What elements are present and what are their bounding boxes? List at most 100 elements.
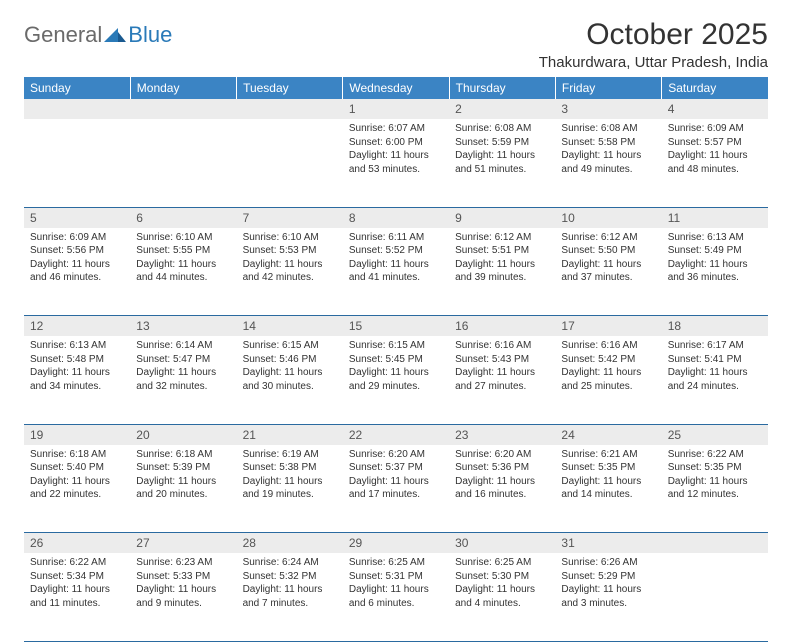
week-body-row: Sunrise: 6:18 AMSunset: 5:40 PMDaylight:… (24, 445, 768, 533)
day-cell: Sunrise: 6:15 AMSunset: 5:46 PMDaylight:… (237, 336, 343, 424)
weekday-header: Monday (130, 77, 236, 99)
daylight-text: Daylight: 11 hours and 24 minutes. (668, 366, 762, 393)
daylight-text: Daylight: 11 hours and 48 minutes. (668, 149, 762, 176)
sunset-text: Sunset: 5:58 PM (561, 136, 655, 150)
day-number: 10 (555, 207, 661, 228)
daylight-text: Daylight: 11 hours and 39 minutes. (455, 258, 549, 285)
weekday-header: Thursday (449, 77, 555, 99)
day-number: 7 (237, 207, 343, 228)
day-cell: Sunrise: 6:20 AMSunset: 5:37 PMDaylight:… (343, 445, 449, 533)
day-cell: Sunrise: 6:13 AMSunset: 5:48 PMDaylight:… (24, 336, 130, 424)
header: General Blue October 2025 Thakurdwara, U… (24, 18, 768, 71)
daylight-text: Daylight: 11 hours and 32 minutes. (136, 366, 230, 393)
day-cell (130, 119, 236, 207)
daylight-text: Daylight: 11 hours and 19 minutes. (243, 475, 337, 502)
sunrise-text: Sunrise: 6:20 AM (349, 448, 443, 462)
sunset-text: Sunset: 5:40 PM (30, 461, 124, 475)
daylight-text: Daylight: 11 hours and 30 minutes. (243, 366, 337, 393)
day-number: 14 (237, 316, 343, 337)
daylight-text: Daylight: 11 hours and 22 minutes. (30, 475, 124, 502)
sunset-text: Sunset: 5:32 PM (243, 570, 337, 584)
weekday-header: Saturday (662, 77, 768, 99)
sunrise-text: Sunrise: 6:18 AM (136, 448, 230, 462)
daylight-text: Daylight: 11 hours and 44 minutes. (136, 258, 230, 285)
day-cell: Sunrise: 6:13 AMSunset: 5:49 PMDaylight:… (662, 228, 768, 316)
daylight-text: Daylight: 11 hours and 27 minutes. (455, 366, 549, 393)
daylight-text: Daylight: 11 hours and 3 minutes. (561, 583, 655, 610)
sunrise-text: Sunrise: 6:23 AM (136, 556, 230, 570)
logo-text-general: General (24, 22, 102, 48)
day-number: 16 (449, 316, 555, 337)
logo: General Blue (24, 18, 172, 48)
day-cell: Sunrise: 6:23 AMSunset: 5:33 PMDaylight:… (130, 553, 236, 641)
day-number (237, 99, 343, 119)
sunset-text: Sunset: 5:51 PM (455, 244, 549, 258)
day-number: 31 (555, 533, 661, 554)
daylight-text: Daylight: 11 hours and 37 minutes. (561, 258, 655, 285)
sunrise-text: Sunrise: 6:11 AM (349, 231, 443, 245)
sunset-text: Sunset: 5:48 PM (30, 353, 124, 367)
daylight-text: Daylight: 11 hours and 51 minutes. (455, 149, 549, 176)
day-cell: Sunrise: 6:09 AMSunset: 5:57 PMDaylight:… (662, 119, 768, 207)
sunset-text: Sunset: 5:38 PM (243, 461, 337, 475)
sunrise-text: Sunrise: 6:21 AM (561, 448, 655, 462)
daynum-row: 19202122232425 (24, 424, 768, 445)
day-cell: Sunrise: 6:15 AMSunset: 5:45 PMDaylight:… (343, 336, 449, 424)
day-number: 17 (555, 316, 661, 337)
day-cell: Sunrise: 6:07 AMSunset: 6:00 PMDaylight:… (343, 119, 449, 207)
sunset-text: Sunset: 5:31 PM (349, 570, 443, 584)
title-block: October 2025 Thakurdwara, Uttar Pradesh,… (539, 18, 768, 71)
day-cell: Sunrise: 6:25 AMSunset: 5:31 PMDaylight:… (343, 553, 449, 641)
day-cell: Sunrise: 6:16 AMSunset: 5:42 PMDaylight:… (555, 336, 661, 424)
sunrise-text: Sunrise: 6:13 AM (668, 231, 762, 245)
day-number: 8 (343, 207, 449, 228)
daylight-text: Daylight: 11 hours and 17 minutes. (349, 475, 443, 502)
day-number: 19 (24, 424, 130, 445)
week-body-row: Sunrise: 6:13 AMSunset: 5:48 PM Daylight:… (24, 336, 768, 424)
sunrise-text: Sunrise: 6:10 AM (136, 231, 230, 245)
day-cell: Sunrise: 6:26 AMSunset: 5:29 PMDaylight:… (555, 553, 661, 641)
day-cell: Sunrise: 6:20 AMSunset: 5:36 PMDaylight:… (449, 445, 555, 533)
day-number (130, 99, 236, 119)
day-number: 29 (343, 533, 449, 554)
sunset-text: Sunset: 5:53 PM (243, 244, 337, 258)
sunset-text: Sunset: 5:52 PM (349, 244, 443, 258)
day-number: 4 (662, 99, 768, 119)
day-number: 12 (24, 316, 130, 337)
day-number: 25 (662, 424, 768, 445)
daylight-text: Daylight: 11 hours and 7 minutes. (243, 583, 337, 610)
week-body-row: Sunrise: 6:07 AMSunset: 6:00 PMDaylight:… (24, 119, 768, 207)
day-cell: Sunrise: 6:22 AMSunset: 5:35 PMDaylight:… (662, 445, 768, 533)
sunset-text: Sunset: 5:37 PM (349, 461, 443, 475)
daylight-text: Daylight: 11 hours and 29 minutes. (349, 366, 443, 393)
daylight-text: Daylight: 11 hours and 53 minutes. (349, 149, 443, 176)
sunrise-text: Sunrise: 6:17 AM (668, 339, 762, 353)
day-cell: Sunrise: 6:14 AMSunset: 5:47 PMDaylight:… (130, 336, 236, 424)
sunset-text: Sunset: 5:34 PM (30, 570, 124, 584)
sunset-text: Sunset: 5:29 PM (561, 570, 655, 584)
day-cell: Sunrise: 6:10 AMSunset: 5:55 PMDaylight:… (130, 228, 236, 316)
daynum-row: 567891011 (24, 207, 768, 228)
sunset-text: Sunset: 5:39 PM (136, 461, 230, 475)
sunset-text: Sunset: 5:36 PM (455, 461, 549, 475)
day-cell: Sunrise: 6:18 AMSunset: 5:40 PMDaylight:… (24, 445, 130, 533)
daylight-text: Daylight: 11 hours and 41 minutes. (349, 258, 443, 285)
day-cell: Sunrise: 6:17 AMSunset: 5:41 PMDaylight:… (662, 336, 768, 424)
day-number: 18 (662, 316, 768, 337)
daylight-text: Daylight: 11 hours and 14 minutes. (561, 475, 655, 502)
day-number: 20 (130, 424, 236, 445)
sunrise-text: Sunrise: 6:13 AM (30, 339, 124, 353)
sunrise-text: Sunrise: 6:25 AM (349, 556, 443, 570)
daynum-row: 262728293031 (24, 533, 768, 554)
daylight-text: Daylight: 11 hours and 4 minutes. (455, 583, 549, 610)
weekday-header: Tuesday (237, 77, 343, 99)
sunrise-text: Sunrise: 6:12 AM (561, 231, 655, 245)
day-number: 9 (449, 207, 555, 228)
day-number: 11 (662, 207, 768, 228)
sunrise-text: Sunrise: 6:20 AM (455, 448, 549, 462)
daylight-text: Daylight: 11 hours and 6 minutes. (349, 583, 443, 610)
daylight-text: Daylight: 11 hours and 46 minutes. (30, 258, 124, 285)
sunset-text: Sunset: 5:50 PM (561, 244, 655, 258)
day-cell: Sunrise: 6:08 AMSunset: 5:58 PMDaylight:… (555, 119, 661, 207)
daylight-text: Daylight: 11 hours and 49 minutes. (561, 149, 655, 176)
